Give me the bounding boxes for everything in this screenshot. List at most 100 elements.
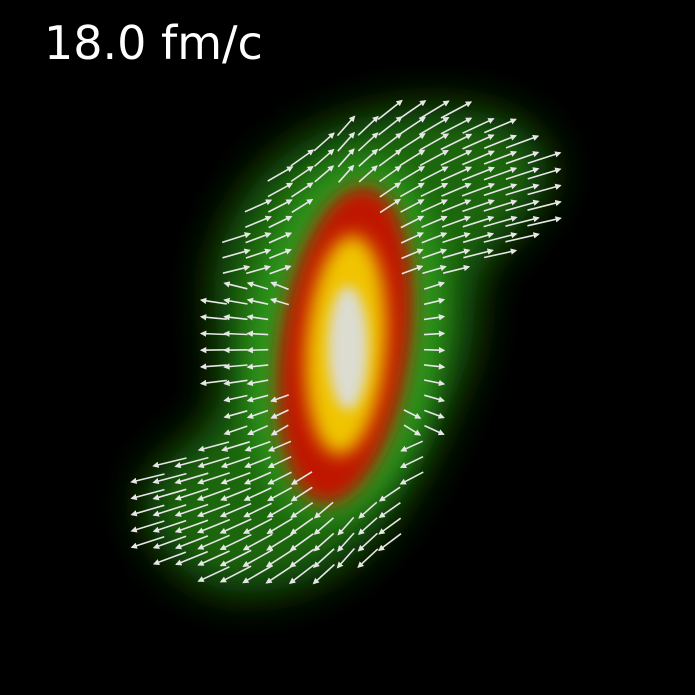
velocity-arrow (313, 132, 335, 152)
velocity-arrow (269, 248, 292, 260)
velocity-arrow (483, 150, 518, 165)
velocity-arrow (461, 182, 496, 197)
velocity-arrow (440, 101, 473, 119)
velocity-arrow (174, 472, 209, 485)
velocity-arrow (423, 281, 446, 290)
velocity-arrow (267, 440, 292, 452)
velocity-arrow (505, 232, 540, 243)
velocity-arrow (379, 182, 402, 198)
velocity-arrow (337, 148, 355, 168)
velocity-arrow (266, 502, 293, 518)
velocity-arrow (246, 346, 269, 354)
velocity-arrow (505, 134, 540, 149)
velocity-arrow (219, 518, 252, 534)
velocity-arrow (440, 133, 473, 151)
velocity-arrow (175, 550, 209, 566)
velocity-arrow (267, 471, 292, 485)
velocity-arrow (441, 182, 472, 197)
velocity-arrow (152, 488, 187, 501)
velocity-arrow (379, 165, 402, 183)
velocity-arrow (223, 297, 248, 305)
velocity-arrow (442, 264, 471, 274)
velocity-arrow (290, 149, 315, 167)
velocity-arrow (244, 215, 272, 228)
velocity-arrow (246, 314, 269, 321)
velocity-arrow (424, 409, 445, 419)
velocity-arrow (336, 547, 355, 569)
velocity-arrow (440, 117, 473, 135)
velocity-arrow (398, 116, 427, 136)
velocity-arrow (403, 424, 422, 436)
velocity-arrow (337, 516, 355, 536)
velocity-arrow (199, 314, 227, 321)
velocity-arrow (463, 248, 494, 259)
velocity-arrow (289, 533, 314, 551)
velocity-arrow (152, 504, 187, 517)
velocity-arrow (379, 198, 401, 214)
velocity-arrow (378, 502, 401, 519)
velocity-arrow (268, 215, 293, 229)
velocity-arrow (400, 232, 424, 244)
velocity-arrow (357, 115, 379, 136)
velocity-arrow (245, 232, 272, 244)
velocity-arrow (314, 165, 335, 183)
velocity-arrow (242, 518, 273, 534)
velocity-arrow (527, 199, 562, 211)
velocity-arrow (418, 100, 450, 120)
velocity-arrow (419, 133, 450, 151)
velocity-arrow (462, 232, 495, 244)
velocity-arrow (244, 440, 271, 452)
velocity-arrow (152, 519, 187, 533)
velocity-arrow (400, 440, 424, 452)
velocity-arrow (197, 472, 230, 485)
velocity-arrow (223, 314, 248, 321)
velocity-arrow (220, 471, 251, 485)
velocity-arrow (269, 297, 290, 306)
velocity-arrow (245, 264, 272, 275)
velocity-arrow (219, 502, 252, 518)
velocity-arrow (421, 248, 448, 259)
velocity-arrow (290, 486, 313, 502)
velocity-arrow (247, 424, 269, 436)
velocity-arrow (442, 248, 471, 259)
velocity-arrow (527, 183, 562, 196)
velocity-arrow (269, 265, 292, 275)
velocity-arrow (223, 363, 248, 370)
velocity-arrow (483, 118, 517, 134)
velocity-arrow (197, 566, 230, 582)
velocity-arrow (378, 486, 401, 502)
velocity-arrow (199, 297, 227, 305)
velocity-arrow (221, 441, 250, 452)
velocity-arrow (152, 457, 187, 468)
velocity-arrow (357, 132, 379, 152)
velocity-arrow (378, 116, 403, 136)
velocity-arrow (130, 488, 165, 501)
velocity-arrow (289, 517, 314, 535)
time-label: 18.0 fm/c (44, 16, 263, 70)
velocity-arrow (313, 532, 335, 552)
velocity-arrow (270, 424, 289, 436)
velocity-arrow (398, 133, 426, 151)
velocity-arrow (400, 199, 425, 213)
velocity-arrow (378, 149, 402, 167)
velocity-arrow (222, 248, 251, 259)
velocity-arrow (245, 248, 272, 259)
velocity-arrow (244, 456, 271, 469)
velocity-arrow (399, 166, 426, 182)
velocity-arrow (223, 410, 248, 419)
velocity-arrow (461, 166, 495, 182)
velocity-arrow (130, 473, 165, 484)
velocity-arrow (270, 394, 289, 403)
velocity-arrow (423, 314, 446, 321)
velocity-arrow (400, 215, 425, 229)
velocity-arrow (403, 409, 422, 419)
velocity-arrow (377, 99, 403, 121)
velocity-arrow (337, 131, 356, 152)
velocity-arrow (246, 281, 269, 290)
velocity-arrow (399, 182, 425, 198)
velocity-arrow (223, 379, 248, 387)
velocity-arrow (420, 166, 449, 182)
velocity-arrow (197, 456, 230, 469)
velocity-arrow (441, 199, 472, 213)
velocity-arrow (422, 264, 447, 275)
